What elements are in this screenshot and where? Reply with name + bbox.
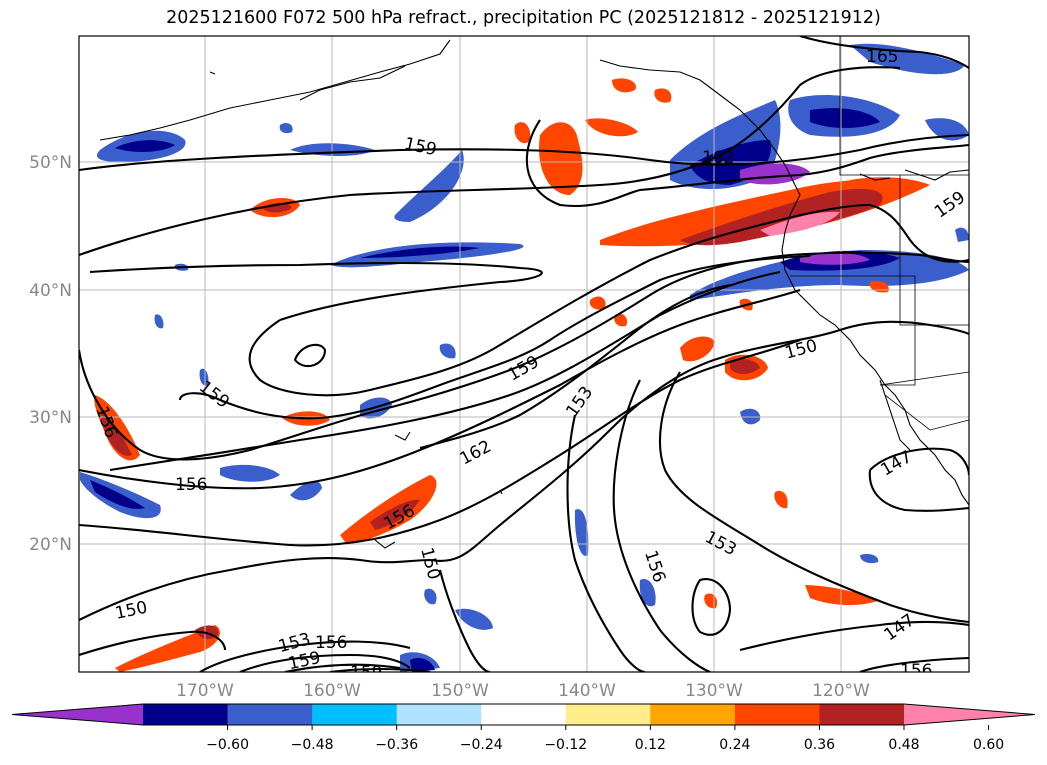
lon-label: 130°W [685, 681, 743, 701]
colorbar-segment [227, 704, 313, 725]
map-title: 2025121600 F072 500 hPa refract., precip… [166, 8, 881, 28]
lon-label: 140°W [558, 681, 616, 701]
contour-label: 156 [900, 661, 932, 681]
colorbar-segment [565, 704, 651, 725]
colorbar-tick-label: −0.24 [460, 737, 503, 753]
lat-label: 40°N [29, 281, 72, 301]
lat-label: 50°N [29, 153, 72, 173]
lon-label: 150°W [431, 681, 489, 701]
colorbar-extend-low [12, 704, 143, 725]
colorbar: −0.60 −0.48 −0.36 −0.24 −0.12 0.12 0.24 0.36 0.4… [11, 703, 1036, 753]
colorbar-tick-label: −0.36 [375, 737, 418, 753]
colorbar-segment [143, 704, 229, 725]
colorbar-tick-label: −0.12 [544, 737, 587, 753]
graticule [79, 36, 969, 672]
colorbar-tick-label: 0.24 [719, 737, 750, 753]
colorbar-tick-label: −0.48 [291, 737, 334, 753]
contour-label: 156 [315, 633, 347, 653]
colorbar-segment [650, 704, 736, 725]
latitude-labels: 50°N 40°N 30°N 20°N [29, 153, 72, 555]
contour-label: 165 [866, 47, 898, 67]
longitude-labels: 170°W 160°W 150°W 140°W 130°W 120°W [176, 681, 870, 701]
contour-label: 159 [350, 663, 382, 683]
lat-label: 30°N [29, 408, 72, 428]
lon-label: 170°W [176, 681, 234, 701]
colorbar-segment [481, 704, 567, 725]
lon-label: 160°W [303, 681, 361, 701]
lat-label: 20°N [29, 535, 72, 555]
lon-label: 120°W [812, 681, 870, 701]
colorbar-tick-label: −0.60 [206, 737, 249, 753]
coastlines [99, 36, 969, 549]
colorbar-segment [819, 704, 905, 725]
height-contours [79, 36, 969, 672]
colorbar-tick-label: 0.48 [888, 737, 919, 753]
contour-label: 156 [175, 475, 207, 495]
contour-label: 162 [702, 148, 734, 168]
colorbar-segment [396, 704, 482, 725]
colorbar-tick-label: 0.60 [973, 737, 1004, 753]
colorbar-outline [11, 703, 1036, 726]
colorbar-tick-label: 0.36 [804, 737, 835, 753]
map-frame [78, 35, 970, 673]
colorbar-tick-label: 0.12 [635, 737, 666, 753]
colorbar-extend-high [904, 704, 1035, 725]
colorbar-segment [312, 704, 398, 725]
colorbar-segment [734, 704, 820, 725]
